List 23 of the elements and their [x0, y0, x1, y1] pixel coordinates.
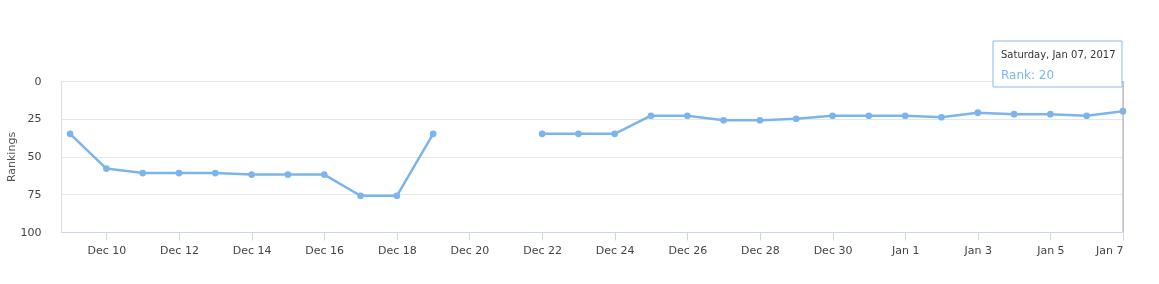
x-tick-label: Dec 22: [523, 243, 562, 257]
x-tick-label: Jan 7: [1095, 243, 1124, 257]
y-tick-label: 75: [27, 187, 42, 201]
text: Saturday, Jan 07, 2017: [1001, 49, 1116, 60]
x-tick-label: Dec 30: [813, 243, 853, 257]
x-tick-label: Dec 10: [87, 243, 127, 257]
y-tick-label: 0: [34, 74, 42, 88]
annotation: Rank: 20: [1001, 68, 1055, 82]
x-tick-label: Dec 12: [160, 243, 199, 257]
x-tick-label: Jan 3: [963, 243, 992, 257]
y-tick-label: 100: [20, 225, 42, 239]
x-tick-label: Dec 14: [232, 243, 272, 257]
x-tick-label: Dec 26: [668, 243, 708, 257]
x-tick-label: Jan 1: [890, 243, 920, 257]
x-tick-label: Dec 28: [741, 243, 780, 257]
y-tick-label: 50: [27, 150, 42, 163]
x-tick-label: Jan 5: [1036, 243, 1065, 257]
x-tick-label: Dec 16: [305, 243, 345, 257]
y-tick-label: 25: [27, 112, 42, 126]
x-tick-label: Dec 24: [595, 243, 635, 257]
x-tick-label: Dec 20: [450, 243, 490, 257]
x-tick-label: Dec 18: [377, 243, 417, 257]
y-axis-title: Rankings: [4, 131, 18, 183]
